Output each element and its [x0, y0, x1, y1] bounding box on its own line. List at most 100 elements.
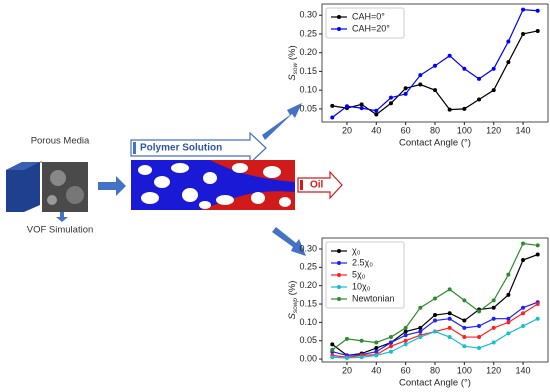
data-point — [447, 53, 452, 58]
data-point — [388, 349, 393, 354]
y-label-sub: sow — [292, 61, 299, 74]
data-point — [359, 106, 364, 111]
x-axis-label: Contact Angle (°) — [399, 378, 471, 389]
y-label-unit: (%) — [287, 45, 298, 62]
data-point — [403, 338, 408, 343]
data-point — [330, 355, 335, 360]
y-tick-label: 0.20 — [299, 47, 317, 57]
data-point — [330, 342, 335, 347]
legend-label: 5χ₀ — [352, 269, 366, 279]
legend-label: 2.5χ₀ — [352, 257, 373, 267]
data-point — [359, 355, 364, 360]
data-point — [535, 252, 540, 257]
data-point — [462, 335, 467, 340]
data-point — [418, 73, 423, 78]
x-tick-label: 140 — [516, 125, 531, 135]
right-arrow — [98, 176, 126, 196]
y-label-main: S — [287, 74, 298, 81]
data-point — [388, 344, 393, 349]
x-tick-label: 140 — [516, 365, 531, 375]
data-point — [506, 39, 511, 44]
x-axis-label: Contact Angle (°) — [399, 138, 471, 149]
data-point — [418, 335, 423, 340]
y-tick-label: 0.30 — [299, 243, 317, 253]
legend-marker — [337, 261, 341, 265]
data-point — [462, 106, 467, 111]
data-point — [374, 346, 379, 351]
data-point — [477, 97, 482, 102]
y-tick-label: 0.15 — [299, 298, 317, 308]
legend-frame — [325, 241, 405, 309]
data-point — [535, 302, 540, 307]
data-point — [418, 329, 423, 334]
series-line — [332, 301, 538, 356]
data-point — [433, 318, 437, 323]
legend-label: CAH=20° — [352, 23, 390, 33]
data-point — [491, 88, 496, 93]
legend-marker — [337, 15, 341, 19]
data-point — [521, 324, 526, 329]
data-point — [447, 316, 452, 321]
x-tick-label: 120 — [486, 365, 501, 375]
data-point — [506, 331, 511, 336]
data-point — [447, 335, 452, 340]
chart: 0.05 0.10 0.15 0.20 0.25 0.30 20 40 60 80 100 120 14… — [287, 3, 549, 149]
data-point — [374, 108, 379, 113]
data-point — [403, 333, 408, 338]
legend-marker — [337, 297, 341, 301]
y-tick-label: 0.05 — [299, 335, 317, 345]
y-tick-label: 0.00 — [299, 353, 317, 363]
x-tick-label: 40 — [371, 365, 381, 375]
legend-marker — [337, 27, 341, 31]
data-point — [506, 316, 511, 321]
data-point — [403, 86, 408, 91]
data-point — [344, 104, 349, 109]
y-tick-label: 0.05 — [299, 103, 317, 113]
data-point — [477, 324, 482, 329]
data-point — [418, 305, 423, 310]
data-point — [491, 316, 496, 321]
x-tick-label: 20 — [342, 365, 352, 375]
x-tick-label: 60 — [401, 365, 411, 375]
data-point — [374, 112, 379, 117]
y-tick-label: 0.10 — [299, 85, 317, 95]
data-point — [521, 305, 526, 310]
data-point — [388, 340, 393, 345]
legend-marker — [337, 285, 341, 289]
y-tick-label: 0.10 — [299, 317, 317, 327]
data-point — [506, 292, 511, 297]
data-point — [344, 355, 349, 360]
data-point — [535, 28, 540, 33]
data-point — [477, 76, 482, 81]
y-axis-label: Ssow (%) — [287, 45, 300, 80]
data-point — [403, 342, 408, 347]
data-point — [462, 344, 467, 349]
data-point — [521, 7, 526, 12]
data-point — [462, 318, 467, 323]
x-tick-label: 80 — [430, 365, 440, 375]
x-tick-label: 120 — [486, 125, 501, 135]
down-arrow — [56, 212, 68, 222]
data-point — [447, 311, 452, 316]
data-point — [521, 258, 526, 263]
data-point — [447, 107, 452, 112]
x-tick-label: 100 — [457, 365, 472, 375]
legend-label: Newtonian — [352, 293, 395, 303]
legend-label: 10χ₀ — [352, 281, 371, 291]
polymer-label: Polymer Solution — [140, 143, 222, 154]
data-point — [403, 329, 408, 334]
y-label-sub: sowp — [292, 298, 299, 314]
data-point — [359, 102, 364, 107]
y-tick-label: 0.25 — [299, 28, 317, 38]
legend: χ₀ 2.5χ₀ 5χ₀ 10χ₀ Newtonian — [325, 241, 405, 309]
y-axis-label: Ssowp (%) — [287, 281, 300, 320]
data-point — [433, 313, 437, 318]
data-point — [491, 66, 496, 71]
x-tick-label: 20 — [342, 125, 352, 135]
chart: 0.00 0.05 0.10 0.15 0.20 0.25 0.30 20 40 60 80 100 1… — [287, 237, 549, 389]
data-point — [330, 347, 335, 352]
arrow-up — [262, 103, 302, 140]
data-point — [491, 305, 496, 310]
data-point — [477, 309, 482, 314]
